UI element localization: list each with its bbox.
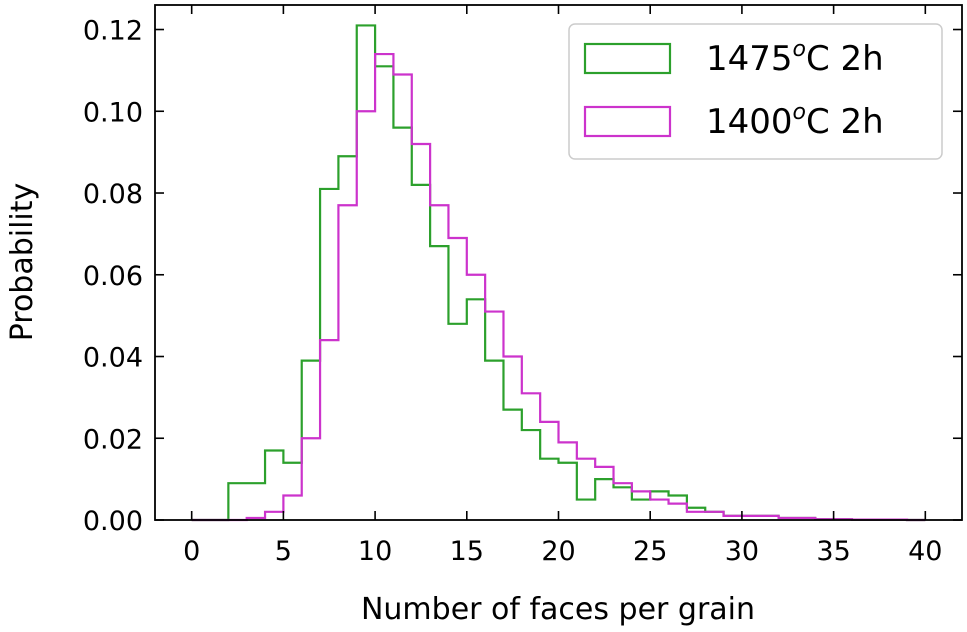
x-axis-ticks: 0 5 10 15 20 25 30 35 40 (183, 5, 942, 567)
y-tick-label: 0.12 (83, 16, 143, 47)
y-axis-title: Probability (5, 183, 40, 342)
y-tick-label: 0.04 (83, 343, 143, 374)
legend-label: 1475oC 2h (706, 37, 884, 79)
legend-box (568, 23, 943, 160)
x-tick-label: 30 (725, 536, 759, 567)
y-tick-label: 0.06 (83, 261, 143, 292)
x-tick-label: 25 (633, 536, 667, 567)
y-axis-ticks: 0.00 0.02 0.04 0.06 0.08 0.10 0.12 (83, 16, 962, 537)
legend-swatch (583, 105, 672, 138)
y-tick-label: 0.10 (83, 97, 143, 128)
legend-label: 1400oC 2h (706, 100, 884, 142)
x-tick-label: 35 (816, 536, 850, 567)
x-axis-title: Number of faces per grain (361, 592, 755, 627)
x-tick-label: 15 (450, 536, 484, 567)
histogram-series-1 (191, 52, 926, 522)
x-tick-label: 40 (908, 536, 942, 567)
x-tick-label: 10 (358, 536, 392, 567)
y-tick-label: 0.02 (83, 424, 143, 455)
x-tick-label: 0 (183, 536, 200, 567)
y-tick-label: 0.08 (83, 179, 143, 210)
y-tick-label: 0.00 (83, 506, 143, 537)
plot-frame (154, 4, 963, 521)
series-layer (191, 24, 926, 522)
legend-swatch (583, 42, 672, 75)
legend: 1475oC 2h 1400oC 2h (568, 23, 943, 160)
x-tick-label: 5 (275, 536, 292, 567)
x-tick-label: 20 (541, 536, 575, 567)
